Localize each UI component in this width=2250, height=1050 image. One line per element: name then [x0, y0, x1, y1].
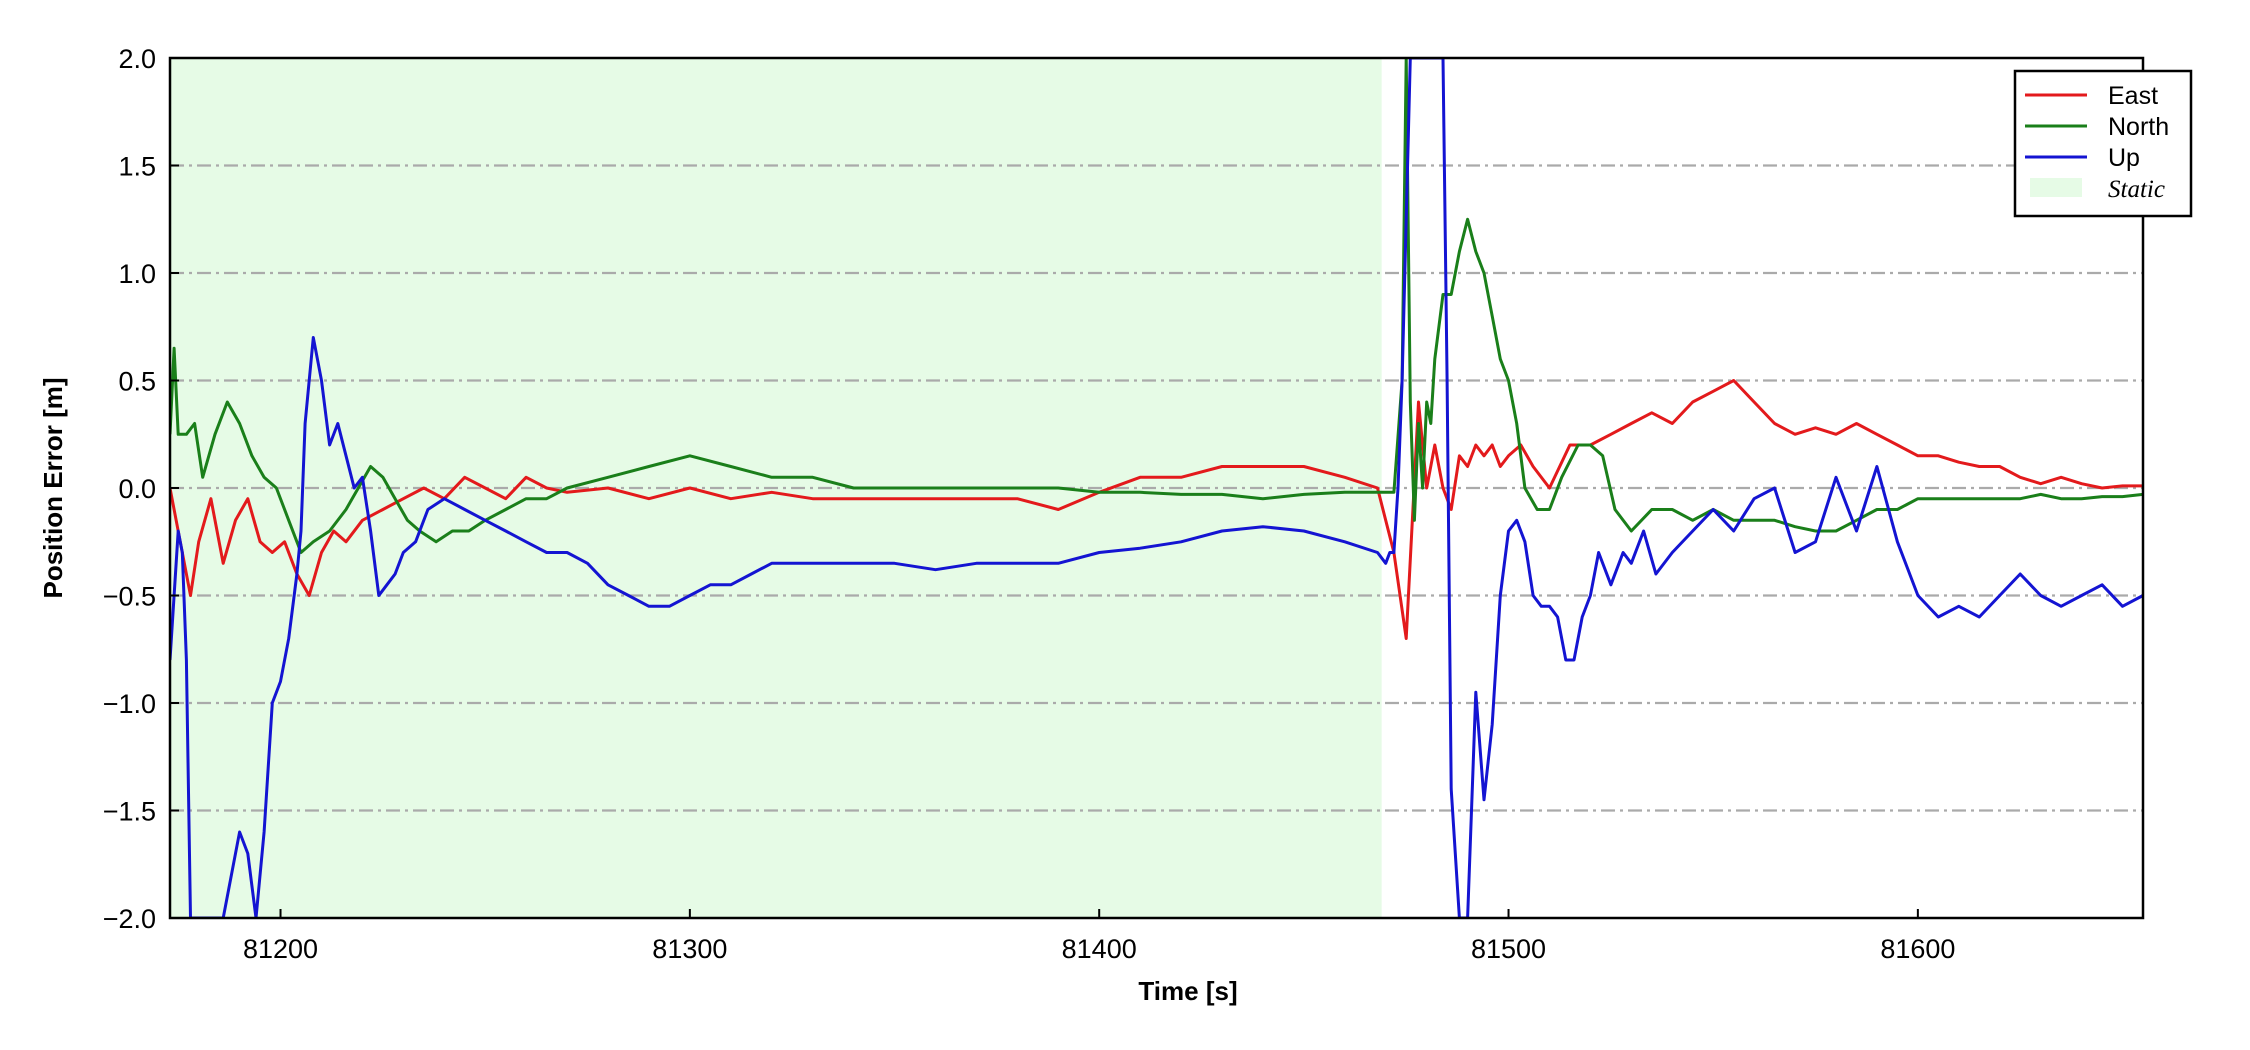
legend-label-north: North — [2108, 113, 2169, 141]
x-tick-label: 81600 — [1880, 934, 1955, 964]
y-tick-label: −2.0 — [103, 904, 156, 934]
y-axis-ticks: 2.0 1.5 1.0 0.5 0.0 −0.5 −1.0 −1.5 −2.0 — [103, 44, 179, 934]
y-tick-label: 0.0 — [118, 474, 156, 504]
x-tick-label: 81200 — [243, 934, 318, 964]
legend-swatch-static — [2030, 178, 2082, 197]
grid-lines — [170, 164, 2143, 812]
y-tick-label: 2.0 — [118, 44, 156, 74]
y-axis-label: Position Error [m] — [38, 377, 68, 598]
legend-label-up: Up — [2108, 144, 2140, 172]
series-line-east — [170, 379, 2143, 640]
legend-label-static: Static — [2108, 176, 2165, 203]
legend-label-east: East — [2108, 82, 2158, 110]
y-tick-label: −1.0 — [103, 689, 156, 719]
y-tick-label: 1.5 — [118, 152, 156, 182]
x-axis-label: Time [s] — [1138, 976, 1237, 1006]
y-tick-label: −1.5 — [103, 797, 156, 827]
y-tick-label: 0.5 — [118, 367, 156, 397]
legend: East North Up Static — [2013, 69, 2193, 218]
x-tick-label: 81500 — [1471, 934, 1546, 964]
y-tick-label: −0.5 — [103, 582, 156, 612]
x-tick-label: 81400 — [1062, 934, 1137, 964]
series-lines — [170, 58, 2143, 918]
x-axis-ticks: 81200 81300 81400 81500 81600 — [243, 909, 1955, 964]
series-line-up — [170, 58, 2143, 918]
x-tick-label: 81300 — [652, 934, 727, 964]
y-tick-label: 1.0 — [118, 259, 156, 289]
